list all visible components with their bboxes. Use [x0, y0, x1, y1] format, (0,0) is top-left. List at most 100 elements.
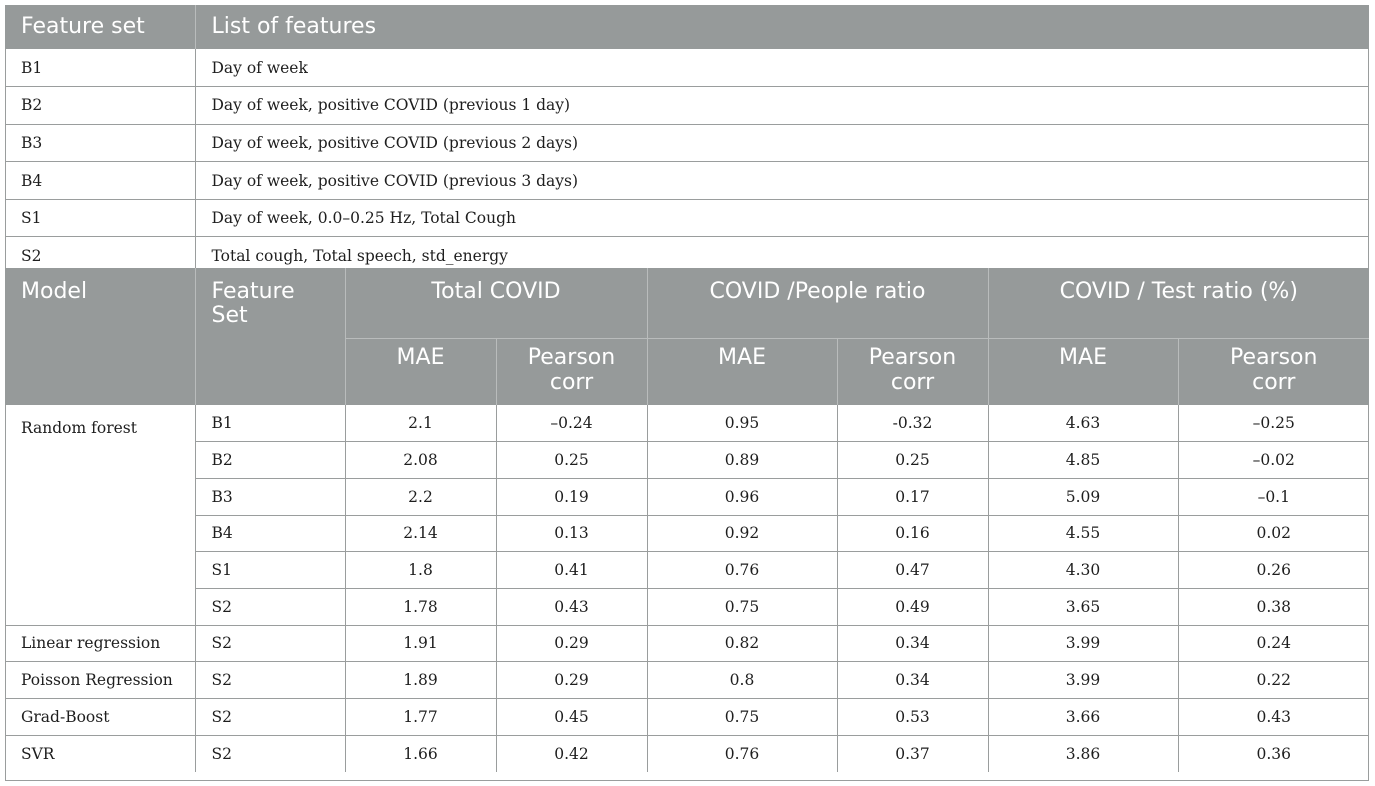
people-ratio-mae-cell: 0.89 [647, 441, 838, 479]
feature-list-cell: Day of week, positive COVID (previous 2 … [195, 124, 1369, 163]
feature-set-cell: S2 [195, 698, 346, 736]
total-covid-pearson-cell: 0.45 [496, 698, 648, 736]
total-covid-mae-cell: 2.2 [345, 478, 497, 516]
test-ratio-pearson-cell: 0.36 [1256, 744, 1292, 763]
column-header-feature-set: Feature set [5, 5, 196, 49]
column-header-mae: MAE [345, 337, 497, 405]
table-row: B2 Day of week, positive COVID (previous… [5, 86, 1369, 125]
people-ratio-pearson-cell: 0.16 [837, 515, 989, 553]
test-ratio-mae-cell: 3.86 [988, 735, 1179, 772]
total-covid-mae-cell: 1.91 [345, 625, 497, 663]
feature-set-cell: B1 [5, 49, 196, 88]
column-header-feature-set: Feature Set [195, 268, 346, 405]
people-ratio-mae-cell: 0.8 [647, 661, 838, 699]
table-row: Random forest B1 2.1 –0.24 0.95 -0.32 4.63 –0.2… [5, 405, 1370, 626]
group-header-covid-people-ratio: COVID /People ratio [647, 268, 989, 338]
feature-set-cell: S1 [5, 199, 196, 238]
table-row: S1 1.8 0.41 0.76 0.47 4.30 0.26 [5, 551, 1370, 589]
people-ratio-mae-cell: 0.95 [647, 405, 838, 443]
total-covid-mae-cell: 2.14 [345, 515, 497, 553]
test-ratio-mae-cell: 5.09 [988, 478, 1179, 516]
test-ratio-pearson-cell: –0.1 [1178, 478, 1370, 516]
feature-list-cell: Day of week, positive COVID (previous 1 … [195, 86, 1369, 125]
column-header-mae: MAE [988, 337, 1179, 405]
group-header-total-covid: Total COVID [345, 268, 648, 338]
total-covid-mae-cell: 1.66 [345, 735, 497, 772]
test-ratio-mae-cell: 3.66 [988, 698, 1179, 736]
test-ratio-pearson-cell: 0.38 [1178, 588, 1370, 626]
column-header-pearson-corr: Pearson corr [496, 337, 648, 405]
test-ratio-pearson-cell: 0.43 [1178, 698, 1370, 736]
table-row: S2 1.78 0.43 0.75 0.49 3.65 0.38 [5, 588, 1370, 626]
feature-list-cell: Day of week, positive COVID (previous 3 … [195, 161, 1369, 200]
feature-set-cell: B4 [195, 515, 346, 553]
people-ratio-pearson-cell: 0.47 [837, 551, 989, 589]
column-header-mae: MAE [647, 337, 838, 405]
feature-set-cell: B4 [5, 161, 196, 200]
feature-set-cell: S2 [195, 661, 346, 699]
feature-list-cell: Day of week [195, 49, 1369, 88]
feature-set-cell: S1 [195, 551, 346, 589]
total-covid-pearson-cell: 0.29 [496, 625, 648, 663]
total-covid-pearson-cell: –0.24 [496, 405, 648, 443]
table-row: B1 Day of week [5, 49, 1369, 88]
model-cell: Random forest [5, 405, 196, 626]
table-row: B3 2.2 0.19 0.96 0.17 5.09 –0.1 [5, 478, 1370, 516]
feature-set-cell: B2 [5, 86, 196, 125]
header-line: Pearson [868, 344, 957, 370]
feature-set-cell: S2 [195, 735, 346, 772]
header-line: Set [211, 303, 248, 328]
table-row: Grad-Boost S2 1.77 0.45 0.75 0.53 3.66 0.43 [5, 698, 1370, 736]
people-ratio-pearson-cell: 0.37 [837, 735, 989, 772]
column-header-pearson-corr: Pearson corr [837, 337, 989, 405]
total-covid-pearson-cell: 0.42 [496, 735, 648, 772]
test-ratio-mae-cell: 3.99 [988, 625, 1179, 663]
test-ratio-mae-cell: 4.85 [988, 441, 1179, 479]
header-line: Pearson [527, 344, 616, 370]
people-ratio-pearson-cell: 0.53 [837, 698, 989, 736]
header-line: corr [549, 369, 594, 395]
table-row: S1 Day of week, 0.0–0.25 Hz, Total Cough [5, 199, 1369, 238]
feature-list-cell: Total cough, Total speech, std_energy [211, 247, 508, 266]
table-row: B4 Day of week, positive COVID (previous… [5, 161, 1369, 200]
people-ratio-mae-cell: 0.75 [647, 698, 838, 736]
test-ratio-pearson-cell: –0.25 [1178, 405, 1370, 443]
total-covid-pearson-cell: 0.25 [496, 441, 648, 479]
test-ratio-mae-cell: 3.65 [988, 588, 1179, 626]
table-row: B3 Day of week, positive COVID (previous… [5, 124, 1369, 163]
model-cell: Linear regression [5, 625, 196, 663]
people-ratio-mae-cell: 0.82 [647, 625, 838, 663]
feature-list-cell: Day of week, 0.0–0.25 Hz, Total Cough [195, 199, 1369, 238]
test-ratio-pearson-cell: 0.26 [1178, 551, 1370, 589]
header-line: Feature [211, 279, 295, 304]
people-ratio-pearson-cell: 0.34 [837, 661, 989, 699]
header-line: corr [890, 369, 935, 395]
table-row: Linear regression S2 1.91 0.29 0.82 0.34 3.99 0… [5, 625, 1370, 663]
column-header-list-of-features: List of features [195, 5, 1369, 49]
model-cell: SVR [5, 735, 196, 772]
column-header-model: Model [5, 268, 196, 405]
header-line: Pearson [1230, 344, 1318, 370]
people-ratio-mae-cell: 0.75 [647, 588, 838, 626]
people-ratio-mae-cell: 0.96 [647, 478, 838, 516]
test-ratio-pearson-cell: –0.02 [1178, 441, 1370, 479]
people-ratio-pearson-cell: 0.49 [837, 588, 989, 626]
test-ratio-pearson-cell: 0.02 [1178, 515, 1370, 553]
total-covid-mae-cell: 1.89 [345, 661, 497, 699]
table-row: Poisson Regression S2 1.89 0.29 0.8 0.34 3.99 0… [5, 661, 1370, 699]
people-ratio-pearson-cell: 0.25 [837, 441, 989, 479]
test-ratio-mae-cell: 3.99 [988, 661, 1179, 699]
results-table: Model Feature Set Total COVID COVID /Peop… [5, 268, 1370, 772]
test-ratio-mae-cell: 4.55 [988, 515, 1179, 553]
feature-set-cell: S2 [195, 625, 346, 663]
feature-set-cell: B2 [195, 441, 346, 479]
total-covid-pearson-cell: 0.19 [496, 478, 648, 516]
table-row: B4 2.14 0.13 0.92 0.16 4.55 0.02 [5, 515, 1370, 553]
people-ratio-pearson-cell: -0.32 [837, 405, 989, 443]
test-ratio-pearson-cell: 0.22 [1178, 661, 1370, 699]
total-covid-mae-cell: 1.78 [345, 588, 497, 626]
test-ratio-mae-cell: 4.63 [988, 405, 1179, 443]
group-header-covid-test-ratio: COVID / Test ratio (%) [988, 268, 1370, 338]
header-line: corr [1252, 369, 1296, 395]
feature-set-cell: B1 [195, 405, 346, 443]
